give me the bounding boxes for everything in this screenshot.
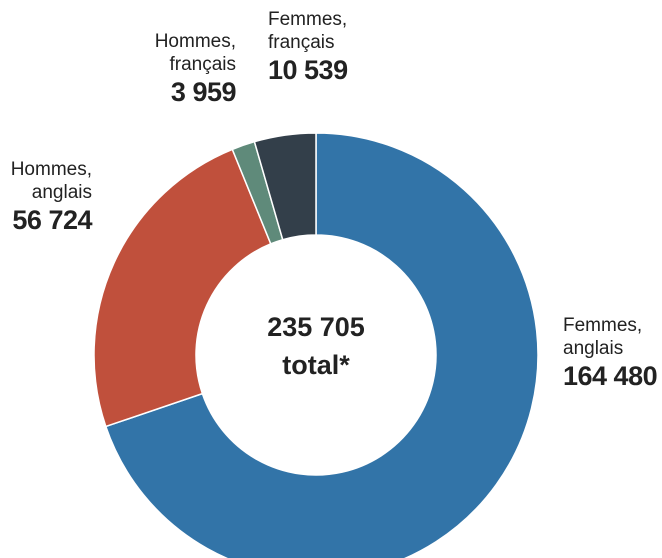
donut-slice — [93, 148, 272, 428]
slice-name: Hommes, anglais — [10, 159, 92, 203]
center-note: total* — [282, 350, 350, 380]
slice-name: Femmes, anglais — [563, 315, 643, 359]
slice-value: 164 480 — [563, 361, 658, 391]
slice-value: 10 539 — [268, 55, 348, 85]
slice-value: 3 959 — [170, 77, 237, 107]
donut-slice — [104, 132, 539, 558]
slice-value: 56 724 — [12, 205, 92, 235]
center-total: 235 705 — [267, 312, 365, 342]
donut-slice — [253, 132, 317, 241]
slice-label: Femmes, français 10 539 — [268, 8, 368, 86]
slice-label: Hommes, anglais 56 724 — [0, 158, 93, 236]
slice-name: Hommes, français — [154, 31, 236, 75]
slice-label: Hommes, français 3 959 — [136, 30, 237, 108]
slice-label: Femmes, anglais 164 480 — [563, 314, 662, 392]
slice-name: Femmes, français — [268, 9, 348, 53]
